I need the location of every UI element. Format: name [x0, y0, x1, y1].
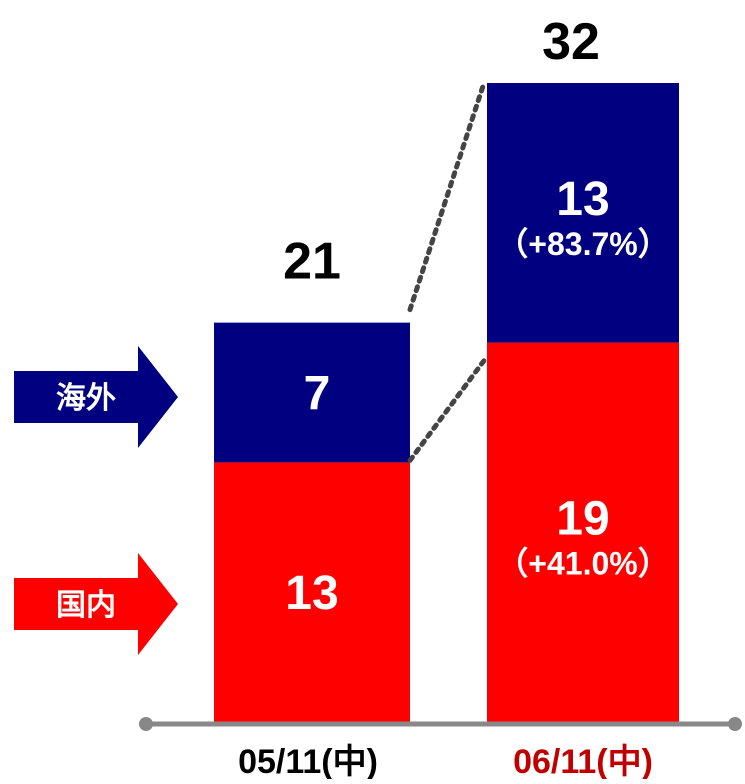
- segment-value-label: 13: [556, 173, 609, 226]
- axis-end-cap-left: [139, 717, 153, 731]
- axis-end-cap-right: [728, 717, 742, 731]
- bar-segment-overseas-1: [214, 322, 410, 463]
- segment-value-label: 13: [285, 567, 338, 620]
- legend-arrow-domestic: [14, 553, 178, 655]
- bar-segment-domestic-1: [214, 462, 410, 722]
- legend-arrow-overseas: [14, 346, 178, 448]
- legend-label-domestic: 国内: [56, 589, 116, 622]
- bar-segment-domestic-2: [487, 342, 679, 722]
- connector-line-overseas: [407, 80, 487, 313]
- segment-change-label: （+83.7%）: [496, 226, 669, 262]
- bar-total-label: 32: [542, 13, 600, 71]
- category-label: 06/11(中): [513, 743, 653, 779]
- connector-line-domestic: [407, 354, 490, 463]
- bar-total-label: 21: [283, 233, 341, 291]
- category-label: 05/11(中): [238, 743, 378, 779]
- segment-change-label: （+41.0%）: [496, 545, 669, 581]
- legend-label-overseas: 海外: [56, 382, 116, 415]
- bar-segment-overseas-2: [487, 83, 679, 343]
- segment-value-label: 7: [304, 368, 331, 421]
- segment-value-label: 19: [556, 492, 609, 545]
